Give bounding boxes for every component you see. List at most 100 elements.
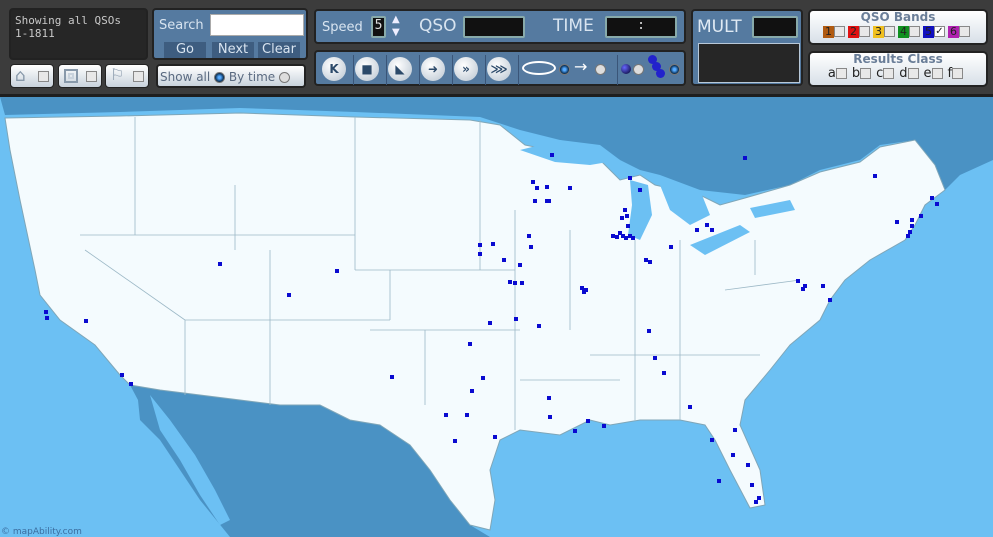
qso-dot[interactable]: [586, 419, 590, 423]
qso-dot[interactable]: [935, 202, 939, 206]
band-filter-1[interactable]: 1: [823, 24, 845, 39]
band-checkbox[interactable]: [959, 26, 970, 37]
zoom-box-button[interactable]: [58, 64, 102, 88]
class-checkbox[interactable]: [883, 68, 895, 79]
qso-dot[interactable]: [621, 234, 625, 238]
qso-dot[interactable]: [84, 319, 88, 323]
qso-dot[interactable]: [796, 279, 800, 283]
qso-dot[interactable]: [545, 199, 549, 203]
qso-dot[interactable]: [550, 153, 554, 157]
qso-dot[interactable]: [44, 310, 48, 314]
qso-dot[interactable]: [287, 293, 291, 297]
qso-dot[interactable]: [662, 371, 666, 375]
qso-dot[interactable]: [513, 281, 517, 285]
qso-dot[interactable]: [910, 218, 914, 222]
qso-dot[interactable]: [731, 453, 735, 457]
qso-dot[interactable]: [717, 479, 721, 483]
qso-dot[interactable]: [491, 242, 495, 246]
qso-dot[interactable]: [669, 245, 673, 249]
qso-dot[interactable]: [821, 284, 825, 288]
single-dot-radio[interactable]: [633, 64, 644, 75]
qso-dot[interactable]: [647, 329, 651, 333]
qso-dot[interactable]: [638, 188, 642, 192]
class-filter-c[interactable]: c: [876, 66, 895, 81]
qso-dot[interactable]: [705, 223, 709, 227]
class-filter-f[interactable]: f: [948, 66, 964, 81]
qso-dot[interactable]: [468, 342, 472, 346]
multi-dots-radio[interactable]: [669, 64, 680, 75]
clear-button[interactable]: Clear: [258, 42, 300, 58]
fast-forward-button[interactable]: »: [454, 57, 478, 81]
qso-dot[interactable]: [628, 234, 632, 238]
qso-dot[interactable]: [750, 483, 754, 487]
class-checkbox[interactable]: [952, 68, 964, 79]
qso-dot[interactable]: [527, 234, 531, 238]
flag-button[interactable]: ⚐: [105, 64, 149, 88]
qso-dot[interactable]: [648, 260, 652, 264]
qso-dot[interactable]: [488, 321, 492, 325]
qso-dot[interactable]: [602, 424, 606, 428]
qso-dot[interactable]: [757, 496, 761, 500]
qso-dot[interactable]: [688, 405, 692, 409]
band-checkbox[interactable]: [834, 26, 845, 37]
qso-dot[interactable]: [910, 224, 914, 228]
qso-dot[interactable]: [624, 236, 628, 240]
qso-dot[interactable]: [444, 413, 448, 417]
qso-dot[interactable]: [547, 396, 551, 400]
step-button[interactable]: ◣: [388, 57, 412, 81]
zoom-box-checkbox[interactable]: [86, 71, 97, 82]
qso-dot[interactable]: [919, 214, 923, 218]
qso-dot[interactable]: [743, 156, 747, 160]
qso-dot[interactable]: [129, 382, 133, 386]
class-filter-e[interactable]: e: [924, 66, 943, 81]
qso-dot[interactable]: [625, 214, 629, 218]
qso-dot[interactable]: [631, 236, 635, 240]
speed-stepper[interactable]: ▲ ▼: [392, 13, 400, 39]
stop-button[interactable]: ■: [355, 57, 379, 81]
class-filter-d[interactable]: d: [899, 66, 919, 81]
by-time-radio[interactable]: [278, 72, 290, 83]
show-all-radio[interactable]: [214, 72, 226, 83]
qso-dot[interactable]: [335, 269, 339, 273]
band-filter-6[interactable]: 6: [948, 24, 970, 39]
qso-dot[interactable]: [653, 356, 657, 360]
next-button[interactable]: Next: [212, 42, 254, 58]
qso-dot[interactable]: [930, 196, 934, 200]
up-arrow-icon[interactable]: ▲: [392, 14, 400, 25]
band-filter-4[interactable]: 4: [898, 24, 920, 39]
qso-dot[interactable]: [573, 429, 577, 433]
class-filter-b[interactable]: b: [852, 66, 872, 81]
band-filter-5[interactable]: 5 ✓: [923, 24, 945, 39]
qso-dot[interactable]: [45, 316, 49, 320]
band-filter-3[interactable]: 3: [873, 24, 895, 39]
band-checkbox[interactable]: [884, 26, 895, 37]
band-filter-2[interactable]: 2: [848, 24, 870, 39]
qso-dot[interactable]: [628, 176, 632, 180]
qso-dot[interactable]: [537, 324, 541, 328]
qso-dot[interactable]: [478, 252, 482, 256]
qso-dot[interactable]: [478, 243, 482, 247]
qso-dot[interactable]: [803, 284, 807, 288]
qso-dot[interactable]: [465, 413, 469, 417]
qso-dot[interactable]: [895, 220, 899, 224]
qso-dot[interactable]: [733, 428, 737, 432]
qso-dot[interactable]: [120, 373, 124, 377]
qso-dot[interactable]: [580, 286, 584, 290]
map[interactable]: [0, 97, 993, 537]
play-button[interactable]: ➜: [421, 57, 445, 81]
qso-dot[interactable]: [873, 174, 877, 178]
class-checkbox[interactable]: [907, 68, 919, 79]
band-checkbox[interactable]: [909, 26, 920, 37]
qso-dot[interactable]: [535, 186, 539, 190]
qso-dot[interactable]: [754, 500, 758, 504]
qso-dot[interactable]: [470, 389, 474, 393]
qso-dot[interactable]: [545, 185, 549, 189]
qso-dot[interactable]: [644, 258, 648, 262]
qso-dot[interactable]: [531, 180, 535, 184]
band-checkbox[interactable]: [859, 26, 870, 37]
down-arrow-icon[interactable]: ▼: [392, 27, 400, 38]
search-input[interactable]: [210, 14, 304, 36]
qso-dot[interactable]: [618, 231, 622, 235]
qso-dot[interactable]: [746, 463, 750, 467]
band-checkbox[interactable]: ✓: [934, 26, 945, 37]
